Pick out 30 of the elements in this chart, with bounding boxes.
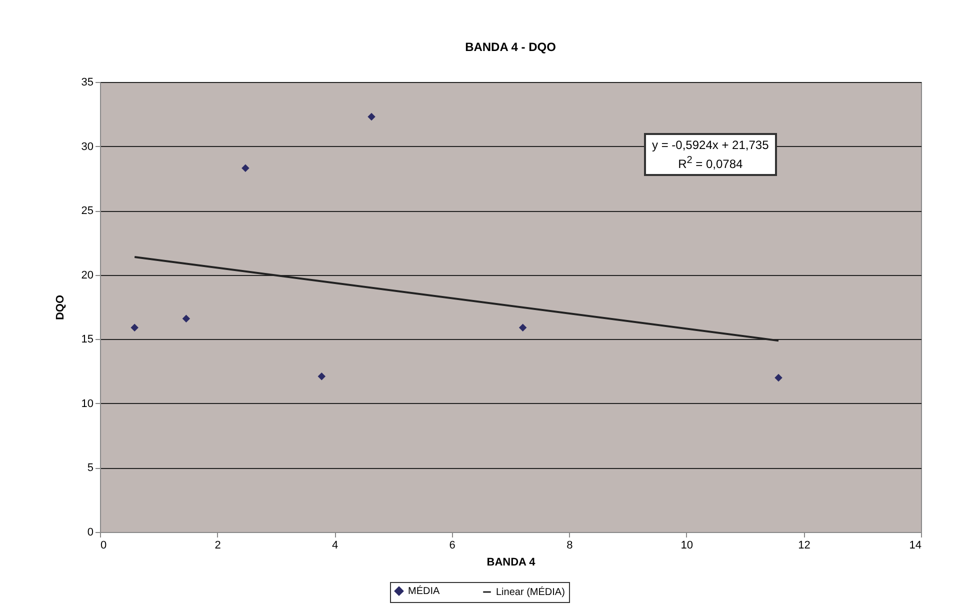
x-tick-label: 12 [798, 540, 810, 552]
point [368, 112, 376, 121]
y-tick-label: 10 [81, 398, 94, 410]
x-tick-label: 6 [449, 540, 456, 552]
y-tick-label: 5 [87, 462, 94, 474]
x-tick-label: 2 [214, 540, 221, 552]
point [130, 324, 138, 332]
point [774, 374, 782, 382]
legend-label: MÉDIA [408, 585, 440, 598]
chart-title: BANDA 4 - DQO [465, 40, 556, 54]
point [318, 372, 326, 380]
y-tick-label: 15 [81, 334, 94, 346]
y-tick-label: 20 [81, 269, 94, 282]
point [182, 314, 190, 322]
y-tick-label: 35 [81, 76, 94, 88]
x-tick-label: 4 [332, 540, 338, 552]
x-tick-label: 8 [566, 540, 573, 552]
legend-label: Linear (MÉDIA) [496, 586, 565, 598]
y-tick-label: 30 [81, 140, 94, 153]
x-tick-label: 10 [680, 540, 694, 552]
x-tick-label: 14 [909, 540, 922, 552]
x-tick-label: 0 [100, 540, 107, 552]
point [518, 324, 527, 332]
point [242, 164, 250, 172]
annotation: y = -0,5924x + 21,735 [652, 137, 769, 153]
y-tick-label: 25 [81, 205, 94, 218]
annotation: R$^{2}$ = 0,0784 [677, 154, 744, 172]
y-tick-label: 0 [87, 526, 94, 538]
x-axis-title: BANDA 4 [486, 556, 536, 568]
y-axis-title: DQO [54, 294, 66, 320]
